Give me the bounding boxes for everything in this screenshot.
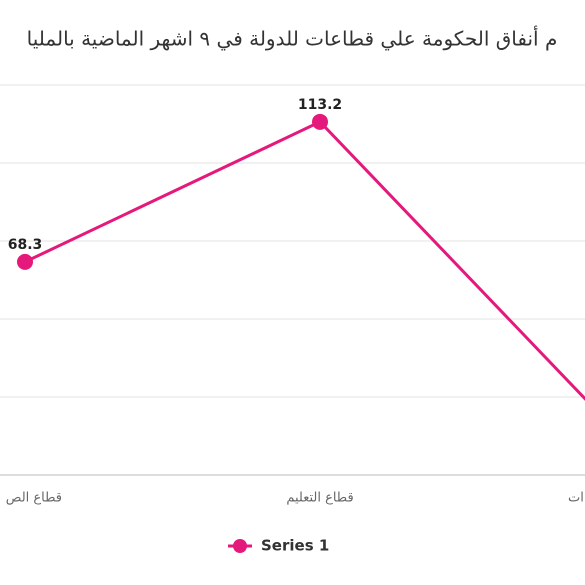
chart-title: م أنفاق الحكومة علي قطاعات للدولة في ٩ ا… xyxy=(27,26,558,52)
line xyxy=(24,119,585,401)
x-tick-label: قطاع التعليم xyxy=(286,491,353,506)
data-label: 68.3 xyxy=(8,237,43,253)
legend-marker xyxy=(233,539,247,553)
x-tick-label: ات xyxy=(568,491,584,506)
data-label: 113.2 xyxy=(298,97,342,113)
point xyxy=(17,253,33,270)
x-tick-label: قطاع الص xyxy=(6,491,62,506)
legend-label: Series 1 xyxy=(261,537,329,555)
point xyxy=(312,113,328,130)
